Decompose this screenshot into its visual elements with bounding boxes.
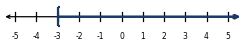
Text: 0: 0 bbox=[119, 32, 124, 41]
Text: 4: 4 bbox=[204, 32, 209, 41]
Text: -2: -2 bbox=[75, 32, 83, 41]
Text: -3: -3 bbox=[54, 32, 61, 41]
Text: 5: 5 bbox=[225, 32, 230, 41]
Text: 1: 1 bbox=[140, 32, 145, 41]
Text: -1: -1 bbox=[96, 32, 104, 41]
Text: 3: 3 bbox=[183, 32, 188, 41]
Text: -4: -4 bbox=[33, 32, 40, 41]
Text: 2: 2 bbox=[162, 32, 166, 41]
Text: -5: -5 bbox=[11, 32, 19, 41]
